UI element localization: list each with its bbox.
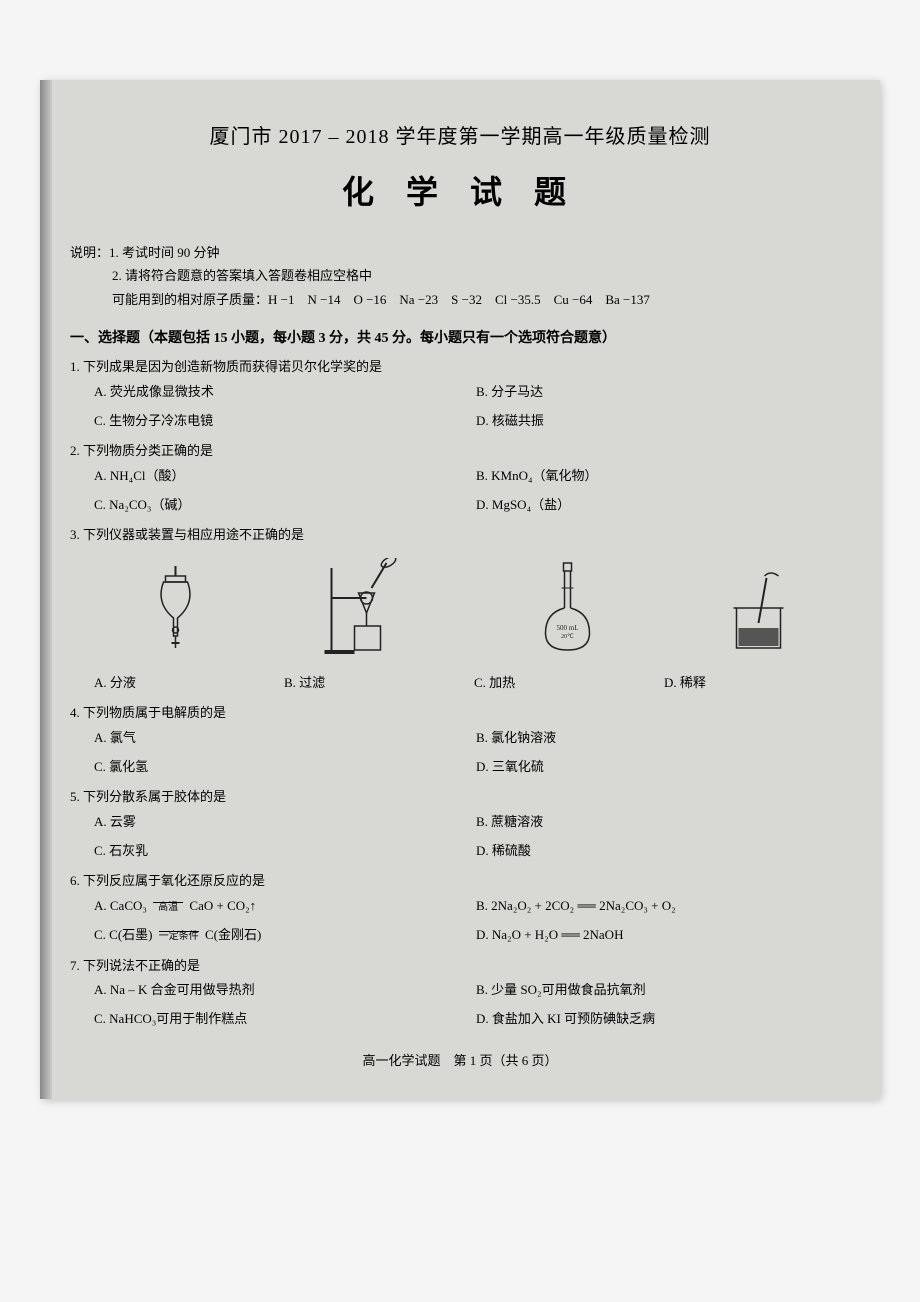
subject-title: 化 学 试 题 <box>70 167 850 213</box>
instruction-3: 可能用到的相对原子质量：H −1 N −14 O −16 Na −23 S −3… <box>70 288 850 311</box>
instructions-label: 说明： <box>70 245 109 260</box>
q4-option-d: D. 三氧化硫 <box>476 755 850 780</box>
question-2: 2. 下列物质分类正确的是 A. NH₄Cl（酸） B. KMnO₄（氧化物） … <box>70 439 850 517</box>
q7-option-c: C. NaHCO₃可用于制作糕点 <box>94 1007 468 1032</box>
question-6: 6. 下列反应属于氧化还原反应的是 A. CaCO₃ 高温 CaO + CO₂↑… <box>70 869 850 947</box>
svg-text:20℃: 20℃ <box>561 634 574 640</box>
q3-option-b: B. 过滤 <box>284 671 470 696</box>
question-3: 3. 下列仪器或装置与相应用途不正确的是 <box>70 523 850 695</box>
q5-option-b: B. 蔗糖溶液 <box>476 810 850 835</box>
q5-stem: 5. 下列分散系属于胶体的是 <box>70 785 850 810</box>
q2-option-d: D. MgSO₄（盐） <box>476 493 850 518</box>
reaction-arrow-icon: 高温 <box>153 902 183 915</box>
exam-paper: 厦门市 2017 – 2018 学年度第一学期高一年级质量检测 化 学 试 题 … <box>40 80 880 1099</box>
instruction-2: 2. 请将符合题意的答案填入答题卷相应空格中 <box>70 264 850 287</box>
q5-option-a: A. 云雾 <box>94 810 468 835</box>
q3-option-c: C. 加热 <box>474 671 660 696</box>
question-5: 5. 下列分散系属于胶体的是 A. 云雾 B. 蔗糖溶液 C. 石灰乳 D. 稀… <box>70 785 850 863</box>
main-title: 厦门市 2017 – 2018 学年度第一学期高一年级质量检测 <box>70 120 850 149</box>
page-container: 厦门市 2017 – 2018 学年度第一学期高一年级质量检测 化 学 试 题 … <box>0 0 920 1302</box>
q4-stem: 4. 下列物质属于电解质的是 <box>70 701 850 726</box>
instruction-1: 1. 考试时间 90 分钟 <box>109 245 220 260</box>
q1-option-b: B. 分子马达 <box>476 380 850 405</box>
filtration-icon <box>285 558 468 658</box>
q6a-pre: A. CaCO₃ <box>94 898 150 913</box>
question-1: 1. 下列成果是因为创造新物质而获得诺贝尔化学奖的是 A. 荧光成像显微技术 B… <box>70 355 850 433</box>
q6c-post: C(金刚石) <box>202 927 262 942</box>
q6-stem: 6. 下列反应属于氧化还原反应的是 <box>70 869 850 894</box>
q6-option-a: A. CaCO₃ 高温 CaO + CO₂↑ <box>94 894 468 919</box>
reaction-arrow-icon: 一定条件 <box>159 931 199 944</box>
q1-option-d: D. 核磁共振 <box>476 409 850 434</box>
q4-option-b: B. 氯化钠溶液 <box>476 726 850 751</box>
section-1-header: 一、选择题（本题包括 15 小题，每小题 3 分，共 45 分。每小题只有一个选… <box>70 327 850 347</box>
q6c-pre: C. C(石墨) <box>94 927 156 942</box>
q2-stem: 2. 下列物质分类正确的是 <box>70 439 850 464</box>
apparatus-row: 500 mL 20℃ <box>94 558 850 667</box>
q7-stem: 7. 下列说法不正确的是 <box>70 954 850 979</box>
q5-option-d: D. 稀硫酸 <box>476 839 850 864</box>
q4-option-a: A. 氯气 <box>94 726 468 751</box>
q6-option-c: C. C(石墨) 一定条件 C(金刚石) <box>94 923 468 948</box>
q1-stem: 1. 下列成果是因为创造新物质而获得诺贝尔化学奖的是 <box>70 355 850 380</box>
q6a-post: CaO + CO₂↑ <box>186 898 256 913</box>
volumetric-flask-icon: 500 mL 20℃ <box>476 558 659 658</box>
q3-stem: 3. 下列仪器或装置与相应用途不正确的是 <box>70 523 850 548</box>
instructions-block: 说明：1. 考试时间 90 分钟 2. 请将符合题意的答案填入答题卷相应空格中 … <box>70 241 850 311</box>
q2-option-a: A. NH₄Cl（酸） <box>94 464 468 489</box>
dilution-beaker-icon <box>667 558 850 658</box>
question-4: 4. 下列物质属于电解质的是 A. 氯气 B. 氯化钠溶液 C. 氯化氢 D. … <box>70 701 850 779</box>
q2-option-b: B. KMnO₄（氧化物） <box>476 464 850 489</box>
q2-option-c: C. Na₂CO₃（碱） <box>94 493 468 518</box>
q5-option-c: C. 石灰乳 <box>94 839 468 864</box>
q4-option-c: C. 氯化氢 <box>94 755 468 780</box>
apparatus-c: 500 mL 20℃ <box>476 558 659 667</box>
q1-option-a: A. 荧光成像显微技术 <box>94 380 468 405</box>
q6-option-d: D. Na₂O + H₂O ══ 2NaOH <box>476 923 850 948</box>
q6-option-b: B. 2Na₂O₂ + 2CO₂ ══ 2Na₂CO₃ + O₂ <box>476 894 850 919</box>
apparatus-b <box>285 558 468 667</box>
q3-option-d: D. 稀释 <box>664 671 850 696</box>
q3-option-a: A. 分液 <box>94 671 280 696</box>
svg-text:500 mL: 500 mL <box>557 624 579 632</box>
separating-funnel-icon <box>94 558 277 658</box>
apparatus-d <box>667 558 850 667</box>
page-footer: 高一化学试题 第 1 页（共 6 页） <box>70 1050 850 1069</box>
q1-option-c: C. 生物分子冷冻电镜 <box>94 409 468 434</box>
q7-option-d: D. 食盐加入 KI 可预防碘缺乏病 <box>476 1007 850 1032</box>
apparatus-a <box>94 558 277 667</box>
q7-option-a: A. Na – K 合金可用做导热剂 <box>94 978 468 1003</box>
question-7: 7. 下列说法不正确的是 A. Na – K 合金可用做导热剂 B. 少量 SO… <box>70 954 850 1032</box>
q7-option-b: B. 少量 SO₂可用做食品抗氧剂 <box>476 978 850 1003</box>
